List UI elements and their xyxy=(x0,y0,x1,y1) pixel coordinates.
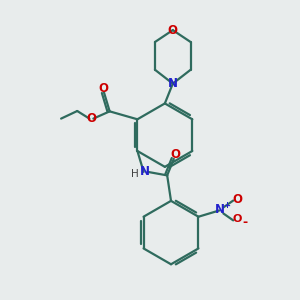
Text: O: O xyxy=(98,82,108,95)
Text: O: O xyxy=(168,24,178,37)
Text: O: O xyxy=(171,148,181,161)
Text: +: + xyxy=(223,201,230,210)
Text: -: - xyxy=(242,216,248,229)
Text: O: O xyxy=(86,112,96,125)
Text: N: N xyxy=(215,203,225,216)
Text: N: N xyxy=(140,165,150,178)
Text: H: H xyxy=(131,169,139,179)
Text: N: N xyxy=(168,77,178,90)
Text: O: O xyxy=(232,214,242,224)
Text: O: O xyxy=(232,193,242,206)
